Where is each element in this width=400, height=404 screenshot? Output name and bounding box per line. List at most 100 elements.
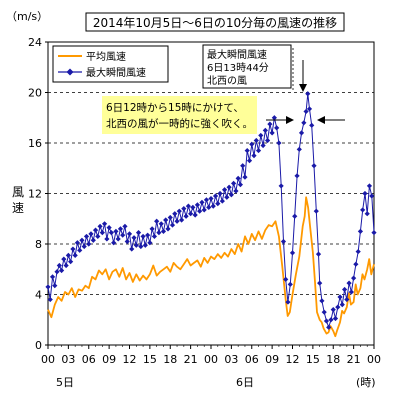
gust-point xyxy=(158,221,164,227)
highlight-annotation-line-1: 6日12時から15時にかけて、 xyxy=(106,102,244,114)
gust-point xyxy=(341,286,348,293)
gust-point xyxy=(371,230,377,236)
gust-point xyxy=(151,233,158,240)
gust-point xyxy=(339,302,345,308)
gust-point xyxy=(197,208,203,214)
gust-point xyxy=(45,284,51,290)
gust-point xyxy=(124,238,130,245)
gust-point xyxy=(217,190,223,197)
gust-point xyxy=(72,252,78,258)
gust-point xyxy=(135,230,142,236)
y-axis-label-char-2: 速 xyxy=(12,201,24,215)
x-axis-ticks: 00 03 06 09 12 15 18 21 00 03 06 09 12 15 18 21 00 xyxy=(41,345,381,366)
gust-point xyxy=(271,115,277,121)
gust-point xyxy=(315,251,322,257)
x-tick-label: 06 xyxy=(245,353,259,366)
gust-point xyxy=(366,183,373,189)
legend-avg-label: 平均風速 xyxy=(86,51,126,63)
gust-point xyxy=(129,246,135,252)
gust-point xyxy=(253,137,259,144)
gust-point xyxy=(267,121,273,127)
gust-point xyxy=(61,256,67,262)
gust-point xyxy=(126,231,133,237)
grid-lines xyxy=(48,92,374,295)
y-axis-ticks: 0 4 8 12 16 20 24 xyxy=(28,36,48,352)
gust-point xyxy=(311,163,317,169)
title-box xyxy=(85,12,345,32)
x-tick-label: 00 xyxy=(204,353,218,366)
gust-point xyxy=(289,250,296,256)
gust-point xyxy=(249,141,255,147)
gust-point xyxy=(92,227,99,233)
gust-point xyxy=(274,125,280,131)
gust-point xyxy=(83,233,90,240)
gust-point xyxy=(351,275,357,281)
gust-point xyxy=(208,195,214,202)
gust-point xyxy=(52,283,58,289)
gust-point xyxy=(206,204,212,210)
gust-point xyxy=(357,228,364,234)
gust-point xyxy=(264,137,271,144)
x-unit-label: (時) xyxy=(356,376,376,389)
peak-annotation-box xyxy=(202,44,292,89)
gust-point xyxy=(79,237,85,243)
highlight-annotation-line-2: 北西の風が一時的に強く吹く。 xyxy=(106,117,253,130)
gust-point xyxy=(142,242,148,248)
x-tick-label: 18 xyxy=(326,353,340,366)
gust-point xyxy=(194,202,201,208)
peak-arrow-head xyxy=(299,84,307,92)
gust-point xyxy=(303,108,309,115)
gust-point xyxy=(104,236,110,242)
day-label-6: 6日 xyxy=(236,376,254,389)
gust-point xyxy=(355,248,361,255)
gust-point xyxy=(201,207,207,213)
gust-point xyxy=(269,130,275,136)
gust-point xyxy=(337,294,343,300)
y-axis-label-char-1: 風 xyxy=(12,185,24,199)
gust-point xyxy=(58,267,65,274)
gust-point xyxy=(231,180,237,186)
gust-point xyxy=(353,261,359,267)
x-tick-label: 12 xyxy=(123,353,137,366)
gust-point xyxy=(228,192,234,198)
gust-point xyxy=(65,252,71,258)
gust-point xyxy=(163,217,169,223)
gust-point xyxy=(54,269,60,275)
x-tick-label: 21 xyxy=(184,353,198,366)
gust-point xyxy=(81,243,87,250)
x-tick-label: 15 xyxy=(143,353,157,366)
y-tick-label: 16 xyxy=(28,137,42,150)
gust-point xyxy=(149,226,155,232)
gust-point xyxy=(362,190,368,197)
gust-point xyxy=(332,315,339,322)
gust-point xyxy=(237,182,244,188)
gust-point xyxy=(131,235,137,241)
gust-point xyxy=(167,214,173,221)
gust-point xyxy=(160,228,167,234)
gust-point xyxy=(305,91,311,97)
gust-point xyxy=(156,230,162,236)
gust-point xyxy=(280,238,287,245)
gust-point xyxy=(262,127,268,133)
gust-point xyxy=(298,130,305,136)
y-tick-label: 20 xyxy=(28,87,42,100)
gust-point xyxy=(348,289,354,295)
gust-point xyxy=(113,228,119,234)
x-tick-label: 21 xyxy=(347,353,361,366)
gust-point xyxy=(328,317,334,323)
gust-point xyxy=(99,230,105,236)
series-average-wind xyxy=(47,196,375,338)
gust-point xyxy=(255,147,262,154)
gust-point xyxy=(154,218,160,224)
highlight-annotation: 6日12時から15時にかけて、 北西の風が一時的に強く吹く。 xyxy=(102,96,345,134)
x-tick-label: 12 xyxy=(286,353,300,366)
y-tick-label: 8 xyxy=(35,238,42,251)
gust-point xyxy=(309,122,315,128)
gust-point xyxy=(203,197,210,203)
peak-annotation-line-3: 北西の風 xyxy=(207,75,247,87)
gust-point xyxy=(344,296,350,303)
gust-point xyxy=(364,211,370,217)
gust-point xyxy=(68,259,74,265)
gust-point xyxy=(296,146,302,152)
gust-point xyxy=(101,221,108,227)
